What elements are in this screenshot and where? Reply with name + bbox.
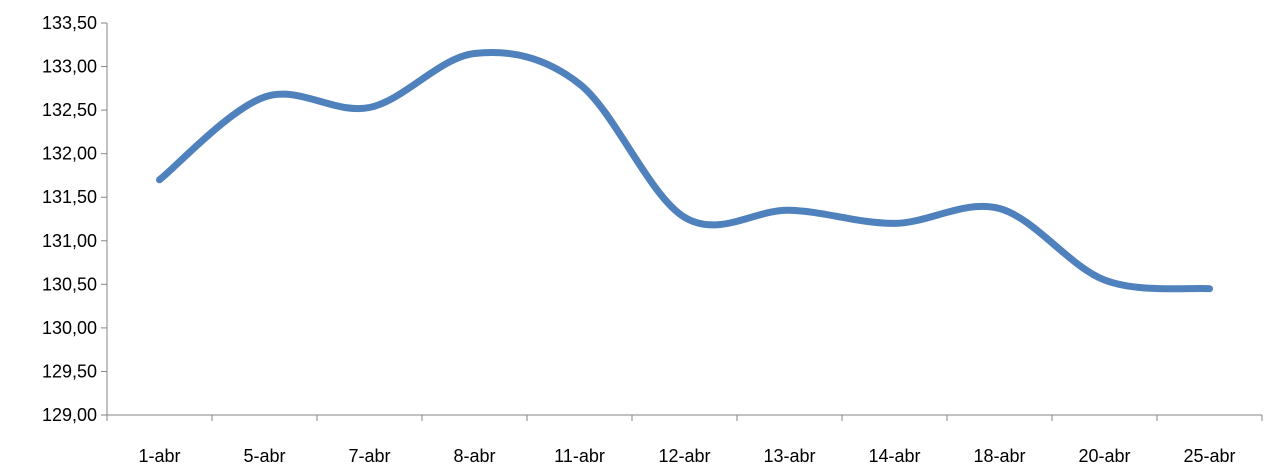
- x-tick-label: 1-abr: [138, 446, 180, 466]
- x-tick-label: 25-abr: [1183, 446, 1235, 466]
- data-point: [471, 50, 478, 57]
- data-point: [996, 205, 1003, 212]
- data-point: [891, 220, 898, 227]
- y-tick-label: 133,00: [42, 57, 97, 77]
- y-tick-label: 132,00: [42, 144, 97, 164]
- data-point: [1101, 276, 1108, 283]
- series-line: [156, 49, 1213, 293]
- y-tick-label: 133,50: [42, 13, 97, 33]
- series-layer: [156, 49, 1213, 293]
- data-point: [681, 214, 688, 221]
- y-tick-label: 129,50: [42, 361, 97, 381]
- y-tick-label: 130,50: [42, 274, 97, 294]
- y-tick-label: 132,50: [42, 100, 97, 120]
- x-tick-label: 14-abr: [868, 446, 920, 466]
- x-tick-label: 20-abr: [1078, 446, 1130, 466]
- x-axis: 1-abr 5-abr 7-abr 8-abr 11-abr 12-abr 13-abr 14…: [106, 414, 1263, 466]
- y-tick-label: 130,00: [42, 318, 97, 338]
- data-point: [786, 207, 793, 214]
- x-tick-label: 7-abr: [348, 446, 390, 466]
- y-axis: 129,00 129,50 130,00 130,50 131,00 131,50 132,…: [42, 13, 108, 425]
- data-point: [366, 104, 373, 111]
- data-point: [576, 80, 583, 87]
- data-point: [1206, 285, 1213, 292]
- y-tick-label: 131,00: [42, 231, 97, 251]
- x-tick-label: 11-abr: [554, 446, 605, 466]
- x-tick-label: 13-abr: [763, 446, 815, 466]
- x-tick-label: 8-abr: [453, 446, 495, 466]
- data-point: [261, 94, 268, 101]
- x-tick-label: 18-abr: [973, 446, 1025, 466]
- x-tick-label: 12-abr: [658, 446, 710, 466]
- data-point: [156, 176, 163, 183]
- y-tick-label: 129,00: [42, 405, 97, 425]
- x-tick-label: 5-abr: [243, 446, 285, 466]
- y-tick-label: 131,50: [42, 187, 97, 207]
